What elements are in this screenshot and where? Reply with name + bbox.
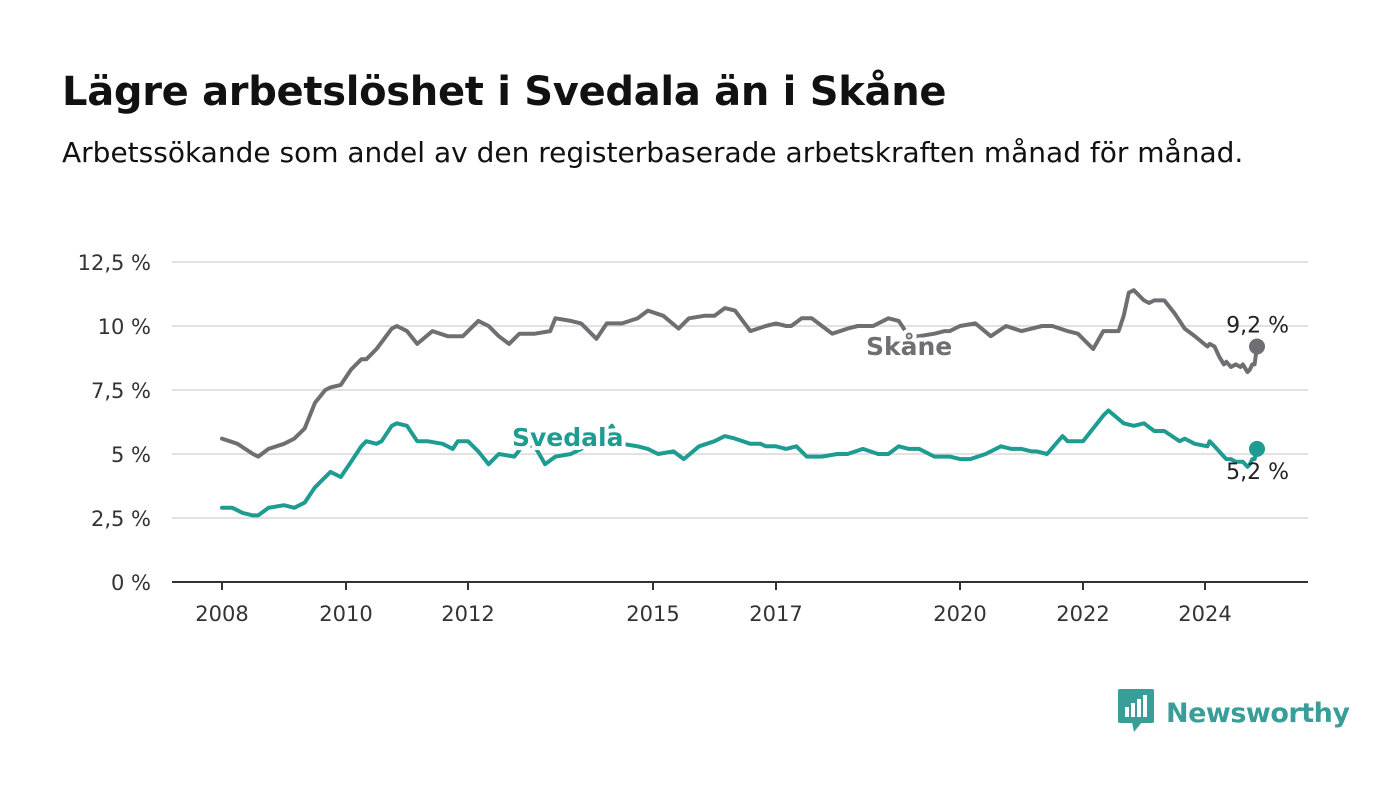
chart-title: Lägre arbetslöshet i Svedala än i Skåne [62,69,947,115]
brand-logo: Newsworthy [1118,689,1350,737]
newsworthy-logo-icon [1118,689,1154,737]
x-tick-label: 2010 [319,602,372,626]
series-name-label: Skåne [866,332,952,361]
y-tick-label: 5 % [111,443,151,467]
x-tick-label: 2017 [749,602,802,626]
series-name-halo: Skåne [866,332,952,361]
x-tick-label: 2020 [933,602,986,626]
series-line-svedala [220,408,1259,518]
last-point-marker [1249,440,1265,457]
brand-name: Newsworthy [1166,697,1350,729]
x-tick-label: 2024 [1178,602,1231,626]
y-tick-label: 7,5 % [91,379,151,403]
last-point-marker [1249,338,1265,355]
y-tick-label: 2,5 % [91,507,151,531]
series-name-halo: Svedala [512,423,623,452]
series-line-skne [220,288,1259,459]
x-tick-label: 2008 [195,602,248,626]
y-tick-label: 12,5 % [78,251,151,275]
y-tick-label: 0 % [111,571,151,595]
last-value-label: 5,2 % [1226,460,1289,485]
chart-subtitle: Arbetssökande som andel av den registerb… [62,136,1244,169]
series-name-label: Svedala [512,423,623,452]
last-value-label: 9,2 % [1226,313,1289,338]
y-tick-label: 10 % [98,315,151,339]
x-tick-label: 2022 [1056,602,1109,626]
x-tick-label: 2012 [441,602,494,626]
x-tick-label: 2015 [626,602,679,626]
